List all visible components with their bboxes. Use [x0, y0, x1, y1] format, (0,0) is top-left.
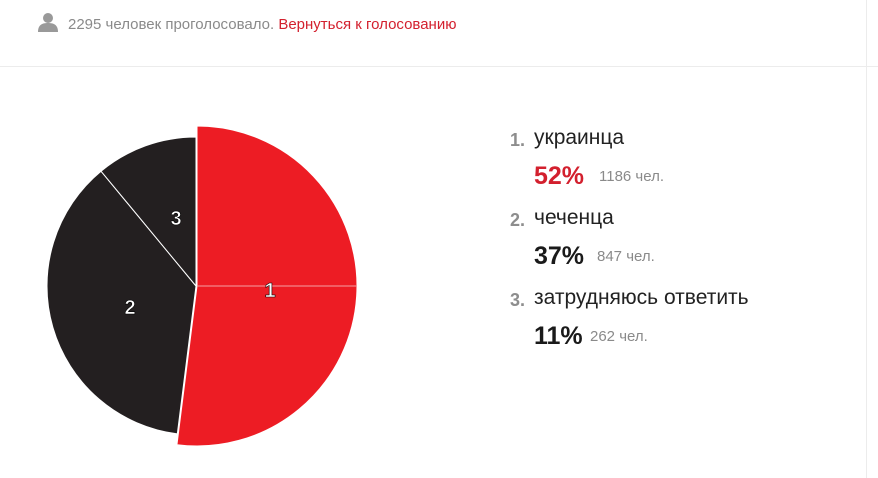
legend-votes: 1186 чел.: [599, 168, 665, 185]
pie-slice-2[interactable]: [46, 170, 197, 435]
legend-rank: 2.: [510, 210, 526, 230]
vote-count-line: 2295 человек проголосовало. Вернуться к …: [68, 16, 456, 33]
total-votes-text: 2295 человек проголосовало.: [68, 16, 275, 33]
legend-votes: 847 чел.: [597, 248, 655, 265]
legend-label: украинца: [534, 126, 625, 149]
pie-chart: 1 2 3: [46, 125, 358, 447]
user-icon: [38, 13, 58, 32]
slice-label-2: 2: [124, 297, 135, 319]
slice-label-1: 1: [264, 280, 275, 302]
right-divider: [866, 0, 867, 478]
top-bar: 2295 человек проголосовало. Вернуться к …: [0, 0, 878, 67]
legend-votes: 262 чел.: [590, 328, 648, 345]
legend-label: чеченца: [534, 206, 614, 229]
legend-rank: 1.: [510, 130, 526, 150]
back-to-voting-link[interactable]: Вернуться к голосованию: [278, 16, 457, 33]
slice-label-3: 3: [170, 208, 181, 230]
legend-rank: 3.: [510, 290, 526, 310]
pie-slice-3[interactable]: [100, 136, 197, 288]
legend-percent: 11%: [534, 322, 583, 350]
legend-percent: 37%: [534, 242, 585, 270]
legend-label: затрудняюсь ответить: [534, 286, 749, 309]
legend-percent: 52%: [534, 162, 585, 190]
